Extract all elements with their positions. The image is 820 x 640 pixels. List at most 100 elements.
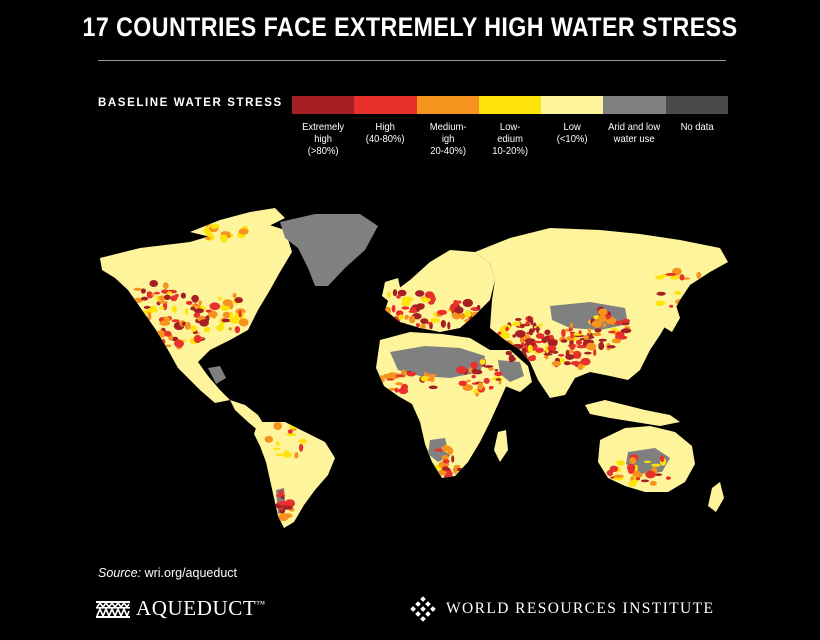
- legend-swatches: [292, 96, 728, 114]
- stress-patch: [613, 474, 624, 478]
- stress-patch: [458, 380, 468, 386]
- stress-patch: [193, 334, 202, 344]
- stress-patch: [464, 310, 472, 318]
- stress-patch: [392, 318, 398, 327]
- stress-patch: [394, 387, 399, 393]
- wri-wordmark: WORLD RESOURCES INSTITUTE: [446, 600, 715, 617]
- stress-patch: [686, 305, 695, 310]
- stress-patch: [138, 310, 147, 314]
- stress-patch: [436, 309, 448, 315]
- legend: Extremely high (>80%) High (40-80%) Medium-ig…: [292, 96, 728, 157]
- stress-patch: [460, 312, 465, 320]
- stress-patch: [407, 371, 416, 377]
- stress-patch: [570, 331, 574, 339]
- stress-patch: [470, 361, 478, 369]
- stress-patch: [508, 354, 515, 363]
- stress-patch: [577, 363, 584, 370]
- stress-patch: [563, 361, 571, 366]
- stress-patch: [401, 306, 410, 310]
- stress-patch: [656, 291, 666, 296]
- stress-patch: [143, 333, 153, 340]
- legend-swatch-1: [354, 96, 417, 114]
- stress-patch: [696, 271, 702, 279]
- stress-patch: [167, 291, 172, 295]
- stress-patch: [613, 477, 624, 481]
- stress-patch: [424, 291, 435, 299]
- stress-patch: [171, 305, 177, 313]
- stress-patch: [683, 294, 690, 298]
- stress-patch: [402, 327, 409, 332]
- wri-lattice-icon: [410, 596, 436, 622]
- stress-patch: [479, 359, 486, 365]
- stress-patch: [392, 289, 398, 297]
- stress-patch: [238, 318, 249, 327]
- stress-patch: [158, 295, 166, 301]
- stress-patch: [568, 327, 573, 332]
- stress-patch: [597, 315, 607, 323]
- stress-patch: [276, 441, 280, 447]
- stress-patch: [424, 467, 429, 473]
- stress-patch: [196, 304, 201, 308]
- stress-patch: [686, 288, 695, 296]
- stress-patch: [377, 377, 385, 383]
- stress-patch: [143, 334, 149, 339]
- stress-patch: [621, 318, 631, 323]
- stress-patch: [547, 345, 557, 352]
- stress-patch: [451, 455, 455, 463]
- stress-patch: [494, 369, 499, 372]
- source-link[interactable]: wri.org/aqueduct: [144, 566, 237, 580]
- stress-patch: [453, 466, 458, 474]
- stress-patch: [398, 314, 404, 320]
- stress-patch: [204, 233, 215, 241]
- stress-patch: [401, 300, 410, 307]
- stress-patch: [679, 274, 685, 281]
- stress-patch: [416, 470, 428, 474]
- stress-patch: [218, 296, 223, 301]
- stress-patch: [444, 469, 453, 479]
- stress-patch: [131, 302, 136, 310]
- stress-patch: [143, 319, 148, 324]
- stress-patch: [512, 321, 521, 327]
- stress-patch: [229, 311, 234, 318]
- stress-patch: [584, 351, 592, 355]
- stress-patch: [140, 288, 146, 294]
- stress-patch: [429, 374, 435, 383]
- stress-patch: [520, 338, 524, 344]
- title-divider: [98, 60, 726, 61]
- stress-patch: [162, 316, 170, 320]
- stress-patch: [560, 339, 568, 343]
- stress-patch: [472, 317, 476, 323]
- stress-patch: [607, 345, 616, 349]
- stress-patch: [649, 480, 657, 486]
- stress-patch: [453, 464, 461, 468]
- stress-patch: [209, 302, 221, 311]
- stress-patch: [616, 460, 625, 466]
- stress-patch: [234, 297, 243, 304]
- stress-patch: [205, 309, 212, 313]
- stress-patch: [193, 308, 204, 314]
- stress-patch: [569, 344, 576, 350]
- stress-patch: [466, 379, 471, 383]
- stress-patch: [440, 320, 446, 328]
- stress-patch: [593, 348, 597, 356]
- stress-patch: [185, 307, 188, 315]
- stress-patch: [530, 318, 534, 325]
- stress-patch: [205, 315, 210, 322]
- stress-patch: [547, 339, 558, 347]
- stress-patch: [396, 327, 406, 331]
- stress-patch: [591, 320, 603, 328]
- legend-label-1: High (40-80%): [365, 121, 405, 145]
- stress-patch: [665, 476, 671, 480]
- stress-patch: [645, 470, 656, 479]
- stress-patch: [203, 326, 211, 333]
- stress-patch: [136, 327, 141, 333]
- stress-patch: [675, 299, 685, 305]
- stress-patch: [164, 330, 172, 337]
- stress-patch: [147, 307, 156, 313]
- stress-patch: [427, 475, 435, 481]
- stress-patch: [433, 448, 442, 452]
- stress-patch: [384, 306, 391, 315]
- stress-patch: [609, 465, 619, 472]
- stress-patch: [133, 287, 142, 291]
- stress-patch: [405, 323, 408, 328]
